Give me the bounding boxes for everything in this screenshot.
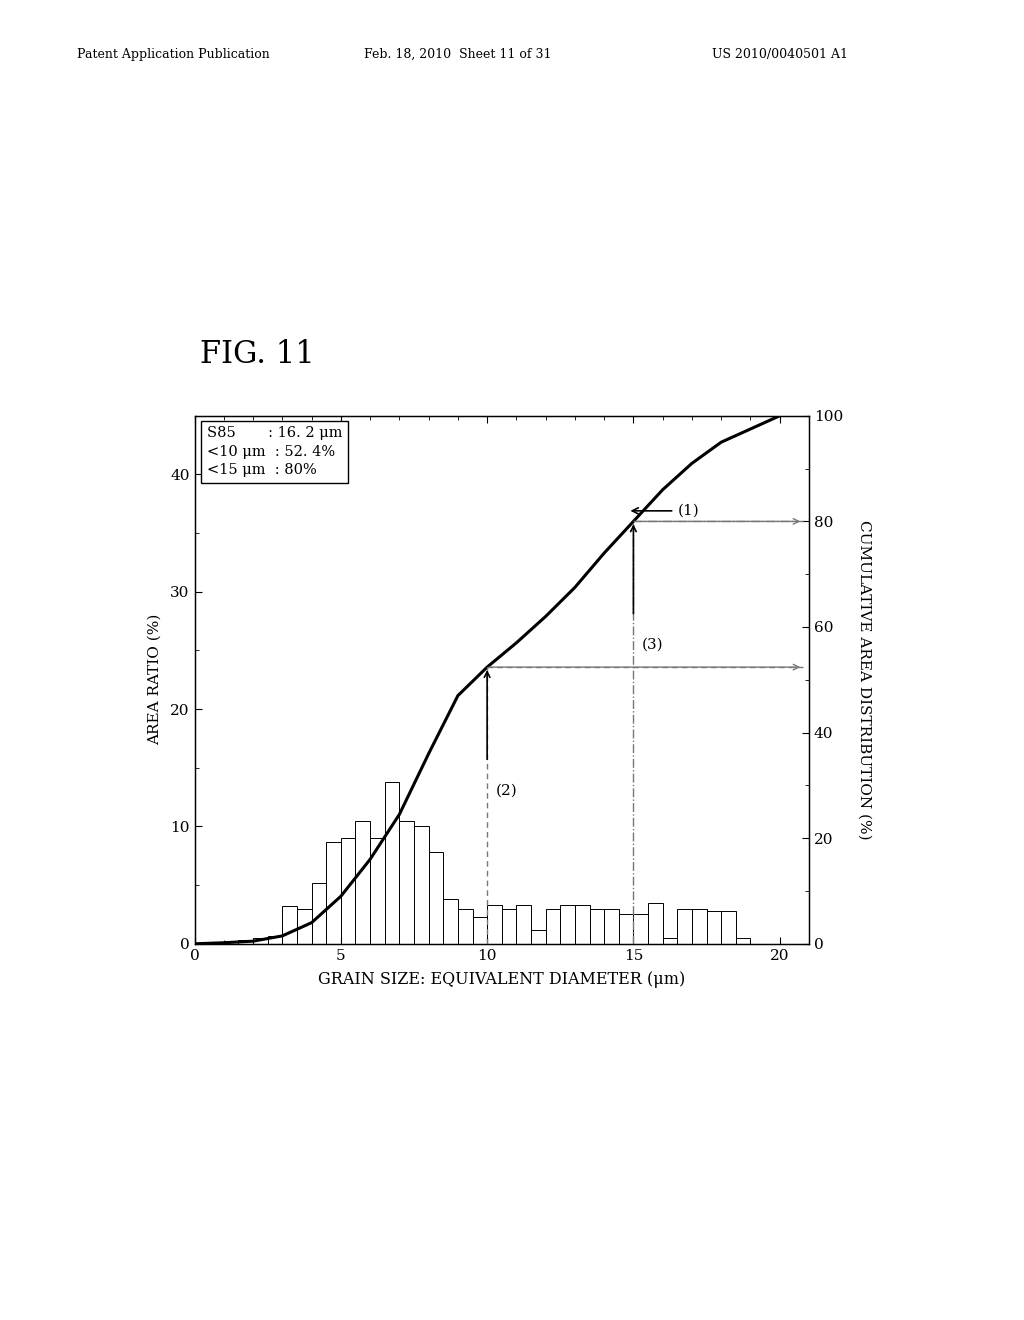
Bar <box>590 908 604 944</box>
Y-axis label: AREA RATIO (%): AREA RATIO (%) <box>147 614 162 746</box>
Bar <box>634 915 648 944</box>
Bar <box>253 939 267 944</box>
Bar <box>677 908 692 944</box>
Bar <box>707 911 721 944</box>
Bar <box>429 853 443 944</box>
Bar <box>267 936 283 944</box>
Bar <box>458 908 472 944</box>
Bar <box>546 908 560 944</box>
Bar <box>560 906 574 944</box>
Bar <box>414 826 429 944</box>
Bar <box>224 941 239 944</box>
Text: Feb. 18, 2010  Sheet 11 of 31: Feb. 18, 2010 Sheet 11 of 31 <box>364 48 551 61</box>
Bar <box>502 908 516 944</box>
Y-axis label: CUMULATIVE AREA DISTRIBUTION (%): CUMULATIVE AREA DISTRIBUTION (%) <box>857 520 870 840</box>
Bar <box>370 838 385 944</box>
Bar <box>355 821 370 944</box>
Text: (2): (2) <box>496 783 518 797</box>
Text: (3): (3) <box>642 638 664 652</box>
Bar <box>283 907 297 944</box>
Text: Patent Application Publication: Patent Application Publication <box>77 48 269 61</box>
Bar <box>487 906 502 944</box>
Bar <box>516 906 531 944</box>
Bar <box>341 838 355 944</box>
Bar <box>618 915 634 944</box>
Text: S85       : 16. 2 μm
<10 μm  : 52. 4%
<15 μm  : 80%: S85 : 16. 2 μm <10 μm : 52. 4% <15 μm : … <box>207 426 342 477</box>
Bar <box>721 911 736 944</box>
Bar <box>443 899 458 944</box>
Bar <box>574 906 590 944</box>
Bar <box>648 903 663 944</box>
X-axis label: GRAIN SIZE: EQUIVALENT DIAMETER (μm): GRAIN SIZE: EQUIVALENT DIAMETER (μm) <box>318 972 685 987</box>
Bar <box>531 929 546 944</box>
Bar <box>663 939 677 944</box>
Text: (1): (1) <box>632 504 699 517</box>
Bar <box>736 939 751 944</box>
Bar <box>692 908 707 944</box>
Bar <box>239 940 253 944</box>
Bar <box>472 917 487 944</box>
Bar <box>604 908 618 944</box>
Text: FIG. 11: FIG. 11 <box>200 339 314 370</box>
Text: US 2010/0040501 A1: US 2010/0040501 A1 <box>712 48 848 61</box>
Bar <box>327 842 341 944</box>
Bar <box>311 883 327 944</box>
Bar <box>399 821 414 944</box>
Bar <box>385 781 399 944</box>
Bar <box>297 908 311 944</box>
